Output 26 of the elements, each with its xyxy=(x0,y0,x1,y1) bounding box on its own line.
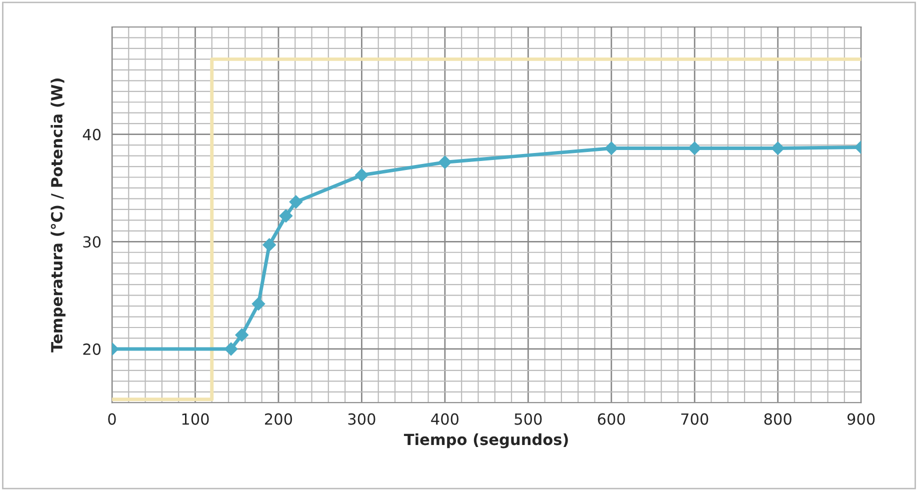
y-axis-title: Temperatura (°C) / Potencia (W) xyxy=(50,78,66,352)
x-tick-label: 600 xyxy=(598,413,625,425)
x-tick-label: 700 xyxy=(681,413,708,425)
y-tick-label: 30 xyxy=(83,236,101,248)
point xyxy=(224,342,238,356)
y-tick-label: 40 xyxy=(82,128,101,140)
x-tick-label: 900 xyxy=(847,413,875,425)
point xyxy=(235,328,248,342)
y-tick-label: 20 xyxy=(83,343,101,355)
x-tick-label: 400 xyxy=(431,413,458,425)
x-tick-label: 500 xyxy=(514,413,542,425)
point xyxy=(252,297,266,310)
point xyxy=(279,209,293,222)
x-axis-title: Tiempo (segundos) xyxy=(404,433,568,448)
point xyxy=(438,156,452,169)
x-tick-label: 800 xyxy=(764,413,792,425)
point xyxy=(355,168,368,182)
x-tick-label: 100 xyxy=(182,413,209,425)
point xyxy=(688,142,702,155)
point xyxy=(262,238,276,252)
point xyxy=(289,195,303,209)
x-tick-label: 300 xyxy=(348,413,376,425)
point xyxy=(771,142,784,155)
x-tick-label: 200 xyxy=(265,413,292,425)
point xyxy=(604,142,618,155)
x-tick-label: 0 xyxy=(108,413,116,425)
